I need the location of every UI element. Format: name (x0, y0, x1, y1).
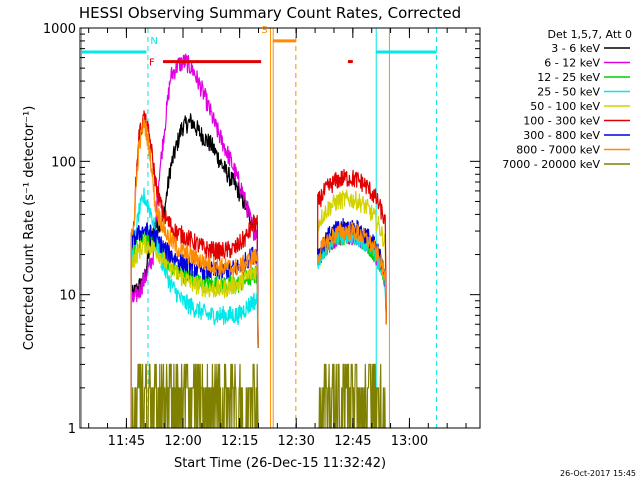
x-axis-label: Start Time (26-Dec-15 11:32:42) (174, 456, 386, 471)
flag-label-0: N (150, 36, 157, 47)
y-tick-label-0: 1 (68, 422, 76, 437)
legend-entry-3: 25 - 50 keV (537, 86, 600, 99)
x-tick-label-5: 13:00 (391, 434, 428, 449)
legend-entry-7: 800 - 7000 keV (516, 144, 600, 157)
x-tick-label-1: 12:00 (164, 434, 201, 449)
legend-entry-0: 3 - 6 keV (551, 42, 600, 55)
series-line-5 (130, 110, 387, 428)
footer-timestamp: 26-Oct-2017 15:45 (560, 469, 636, 478)
legend-entry-2: 12 - 25 keV (537, 71, 600, 84)
legend-entry-8: 7000 - 20000 keV (502, 158, 600, 171)
x-tick-label-4: 12:45 (334, 434, 371, 449)
y-tick-label-3: 1000 (43, 22, 76, 37)
legend-entry-1: 6 - 12 keV (544, 57, 600, 70)
x-tick-label-2: 12:15 (221, 434, 258, 449)
legend-entry-5: 100 - 300 keV (523, 115, 600, 128)
flag-label-3: F (149, 58, 155, 69)
y-axis-label: Corrected Count Rate (s⁻¹ detector⁻¹) (22, 106, 37, 351)
y-tick-label-1: 10 (59, 289, 76, 304)
x-tick-label-3: 12:30 (277, 434, 314, 449)
chart-title: HESSI Observing Summary Count Rates, Cor… (79, 4, 461, 22)
series-line-7 (130, 115, 387, 428)
y-tick-label-2: 100 (51, 155, 76, 170)
legend-entry-4: 50 - 100 keV (530, 100, 600, 113)
plot-frame (79, 27, 481, 429)
flag-label-2: S (261, 25, 267, 36)
series-line-4 (130, 189, 387, 428)
series-line-8 (131, 363, 387, 429)
legend-entry-6: 300 - 800 keV (523, 129, 600, 142)
legend-title: Det 1,5,7, Att 0 (548, 28, 632, 41)
x-tick-label-0: 11:45 (108, 434, 145, 449)
